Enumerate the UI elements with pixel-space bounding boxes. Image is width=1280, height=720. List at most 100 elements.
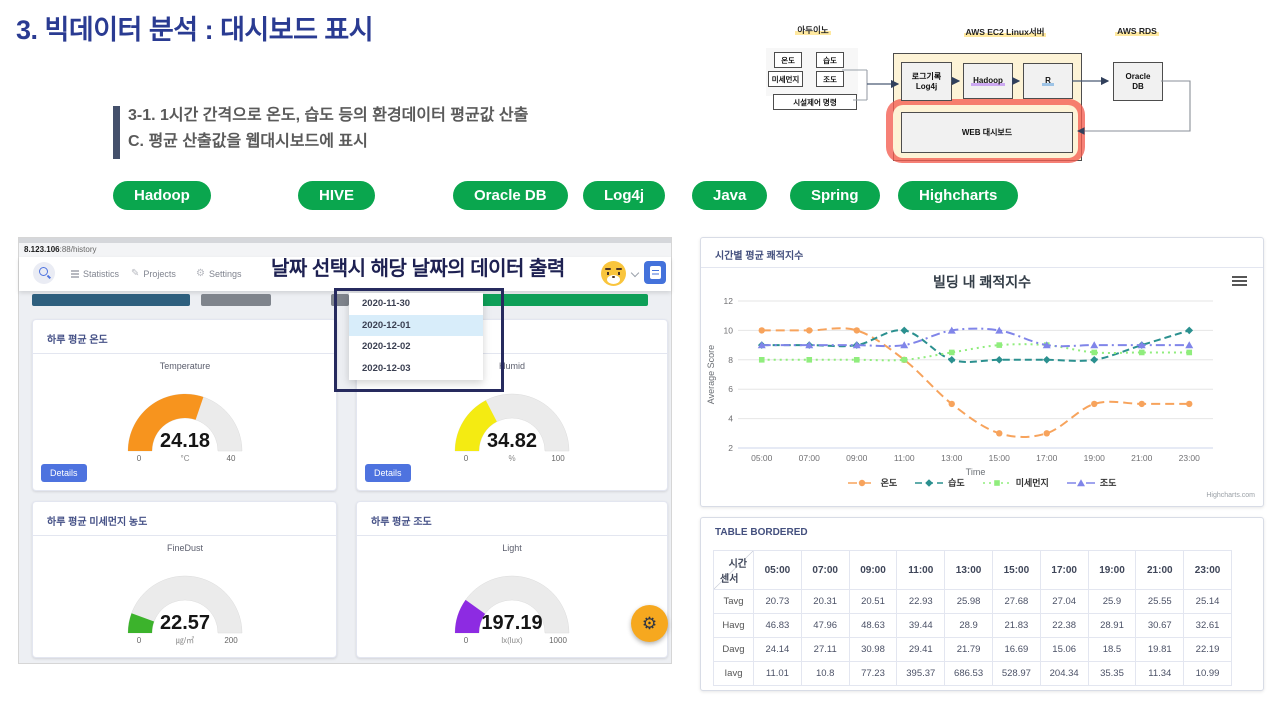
card-header xyxy=(357,320,667,354)
table-cell: 25.14 xyxy=(1183,589,1232,614)
table-cell: 15.06 xyxy=(1039,637,1089,662)
bar-widget-gray xyxy=(201,294,271,306)
svg-text:24.18: 24.18 xyxy=(159,430,209,452)
svg-text:17:00: 17:00 xyxy=(1036,453,1058,463)
legend-marker-icon xyxy=(915,478,944,487)
svg-text:4: 4 xyxy=(728,414,733,424)
diagram-arduino-label: 아두이노 xyxy=(795,25,831,35)
legend-item-조도[interactable]: 조도 xyxy=(1066,476,1116,489)
table-cell: 22.93 xyxy=(896,589,946,614)
avatar[interactable] xyxy=(601,261,626,286)
svg-text:19:00: 19:00 xyxy=(1084,453,1106,463)
table-cell: 27.04 xyxy=(1039,589,1089,614)
svg-text:05:00: 05:00 xyxy=(751,453,773,463)
card-title-temp: 하루 평균 온도 xyxy=(47,335,108,346)
svg-text:Humid: Humid xyxy=(499,361,525,371)
table-cell: 77.23 xyxy=(848,661,898,686)
gauge-svg-humid: Humid 34.82% 0 100 xyxy=(454,361,570,463)
legend-label: 온도 xyxy=(880,478,898,488)
chart-menu-icon[interactable] xyxy=(1232,274,1247,288)
gauge-light: Light 197.19 lx(lux) 0 1000 xyxy=(357,538,667,652)
diagram-box-web-dashboard: WEB 대시보드 xyxy=(901,112,1073,153)
table-cell: 47.96 xyxy=(800,613,850,638)
dropdown-highlight-frame xyxy=(334,288,504,392)
date-option-2020-12-01[interactable]: 2020-12-01 xyxy=(349,314,483,337)
nav-item-settings[interactable]: ⚙ Settings xyxy=(196,269,242,280)
series-온도 xyxy=(758,327,1193,438)
bar-widget-dark xyxy=(32,294,190,306)
svg-text:34.82: 34.82 xyxy=(487,430,537,452)
svg-text:0: 0 xyxy=(136,636,141,645)
url-text: 8.123.106:88/history xyxy=(24,245,97,254)
table-cell: 204.34 xyxy=(1039,661,1089,686)
svg-text:100: 100 xyxy=(551,454,565,463)
divider xyxy=(701,267,1263,268)
gauge-svg-temperature: Temperature 24.18 °C 0 40 xyxy=(127,361,242,463)
gauge-temperature: Temperature 24.18 °C 0 40 xyxy=(33,356,336,470)
table-cell: 30.67 xyxy=(1135,613,1185,638)
chart-title: 빌딩 내 쾌적지수 xyxy=(933,274,1031,290)
gauge-finedust: FineDust 22.57 ㎍/㎥ 0 200 xyxy=(33,538,336,652)
card-header: 하루 평균 조도 xyxy=(357,502,667,536)
svg-text:0: 0 xyxy=(464,636,469,645)
legend-item-습도[interactable]: 습도 xyxy=(915,476,965,489)
page-title: 3. 빅데이터 분석 : 대시보드 표시 xyxy=(16,8,374,47)
card-avg-finedust: 하루 평균 미세먼지 농도 FineDust 22.57 ㎍/㎥ 0 200 xyxy=(32,501,337,658)
card-avg-light: 하루 평균 조도 Light 197.19 lx(lux) 0 1000 ⚙ xyxy=(356,501,668,658)
table-row-Iavg: Iavg 11.01 10.8 77.23 395.37 686.53 528.97 204.… xyxy=(713,661,1232,686)
table-cell: 27.11 xyxy=(800,637,850,662)
clipboard-button[interactable] xyxy=(644,261,666,284)
svg-text:11:00: 11:00 xyxy=(894,453,915,463)
svg-text:㎍/㎥: ㎍/㎥ xyxy=(175,636,193,646)
col-header-21:00: 21:00 xyxy=(1135,550,1185,590)
card-header: 하루 평균 미세먼지 농도 xyxy=(33,502,336,536)
search-button[interactable] xyxy=(33,262,55,284)
settings-fab-button[interactable]: ⚙ xyxy=(631,605,668,642)
browser-chrome-strip xyxy=(19,238,671,243)
dashboard-navbar: Statistics ✎ Projects ⚙ Settings xyxy=(19,257,671,291)
svg-text:13:00: 13:00 xyxy=(941,453,963,463)
table-row-Davg: Davg 24.14 27.11 30.98 29.41 21.79 16.69 15.06 1… xyxy=(713,637,1232,662)
table-cell: 395.37 xyxy=(896,661,946,686)
tech-pill-hadoop: Hadoop xyxy=(113,181,211,210)
svg-text:0: 0 xyxy=(136,454,141,463)
diagram-box-dust: 미세먼지 xyxy=(768,71,803,87)
url-bar[interactable]: 8.123.106:88/history xyxy=(19,243,671,257)
svg-text:Temperature: Temperature xyxy=(159,361,210,371)
table-corner-cell: 시간 센서 xyxy=(713,550,754,590)
table-cell: 20.51 xyxy=(848,589,898,614)
col-header-13:00: 13:00 xyxy=(944,550,993,590)
date-option-2020-12-03[interactable]: 2020-12-03 xyxy=(362,363,411,375)
table-cell: 46.83 xyxy=(753,613,802,638)
tech-pill-log4j: Log4j xyxy=(583,181,665,210)
card-title-light: 하루 평균 조도 xyxy=(371,517,432,528)
date-option-2020-12-02[interactable]: 2020-12-02 xyxy=(362,341,411,353)
date-dropdown-list: 2020-11-30 2020-12-01 2020-12-02 2020-12-03 xyxy=(349,293,483,380)
svg-text:FineDust: FineDust xyxy=(166,543,203,553)
comfort-chart-header: 시간별 평균 쾌적지수 xyxy=(715,251,804,262)
table-cell: 29.41 xyxy=(896,637,946,662)
svg-text:%: % xyxy=(508,454,515,463)
col-header-07:00: 07:00 xyxy=(800,550,850,590)
legend-item-온도[interactable]: 온도 xyxy=(847,476,898,489)
nav-item-statistics[interactable]: Statistics xyxy=(71,269,119,279)
url-path: :88/history xyxy=(59,245,97,254)
nav-statistics-label: Statistics xyxy=(83,269,120,280)
chevron-down-icon[interactable] xyxy=(630,268,640,278)
table-header: TABLE BORDERED xyxy=(715,527,808,538)
legend-item-미세먼지[interactable]: 미세먼지 xyxy=(982,476,1049,489)
col-header-19:00: 19:00 xyxy=(1087,550,1137,590)
annotation-text: 날짜 선택시 해당 날짜의 데이터 출력 xyxy=(271,258,565,280)
details-button-temp[interactable]: Details xyxy=(41,464,87,482)
table-cell: 27.68 xyxy=(991,589,1041,614)
table-cell: 25.9 xyxy=(1087,589,1137,614)
table-cell: 21.79 xyxy=(944,637,993,662)
nav-item-projects[interactable]: ✎ Projects xyxy=(131,269,176,280)
table-cell: 35.35 xyxy=(1087,661,1137,686)
date-option-2020-11-30[interactable]: 2020-11-30 xyxy=(362,298,411,309)
svg-text:2: 2 xyxy=(728,443,733,453)
details-button-humid[interactable]: Details xyxy=(365,464,411,482)
table-cell: 18.5 xyxy=(1087,637,1137,662)
clipboard-icon xyxy=(649,266,661,279)
